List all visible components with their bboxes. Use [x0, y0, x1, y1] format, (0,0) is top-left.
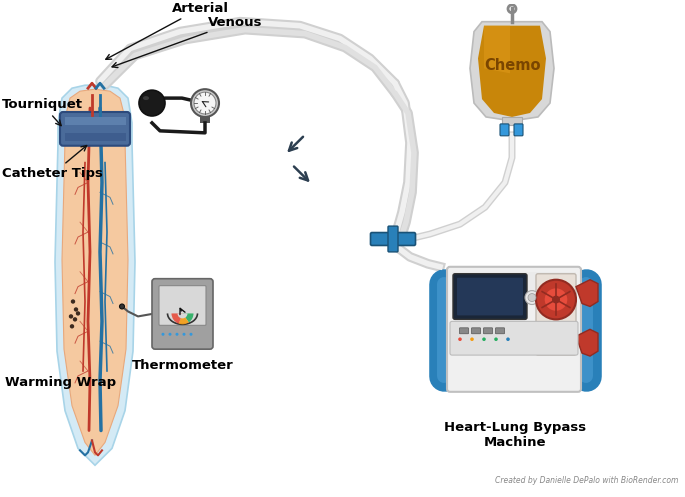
- Wedge shape: [182, 314, 193, 323]
- Wedge shape: [179, 314, 189, 325]
- Text: Warming Wrap: Warming Wrap: [5, 376, 116, 389]
- FancyBboxPatch shape: [514, 124, 523, 136]
- Circle shape: [190, 333, 192, 336]
- Circle shape: [525, 291, 539, 305]
- Text: Heart-Lung Bypass
Machine: Heart-Lung Bypass Machine: [444, 420, 586, 449]
- FancyBboxPatch shape: [388, 226, 398, 252]
- Circle shape: [194, 92, 216, 114]
- Text: Tourniquet: Tourniquet: [2, 98, 83, 126]
- Text: Created by Danielle DePalo with BioRender.com: Created by Danielle DePalo with BioRende…: [495, 476, 678, 485]
- Circle shape: [552, 296, 560, 304]
- Circle shape: [536, 280, 576, 320]
- Circle shape: [191, 89, 219, 117]
- Circle shape: [175, 333, 179, 336]
- Polygon shape: [576, 330, 598, 356]
- Circle shape: [458, 337, 462, 341]
- Polygon shape: [62, 89, 128, 455]
- Circle shape: [544, 288, 568, 312]
- FancyBboxPatch shape: [495, 328, 504, 334]
- Polygon shape: [478, 26, 546, 117]
- FancyBboxPatch shape: [450, 322, 578, 355]
- Circle shape: [162, 333, 164, 336]
- Circle shape: [494, 337, 498, 341]
- Wedge shape: [177, 314, 188, 319]
- FancyBboxPatch shape: [453, 274, 527, 320]
- Polygon shape: [576, 280, 598, 307]
- Circle shape: [528, 294, 536, 302]
- Polygon shape: [452, 272, 576, 302]
- Polygon shape: [65, 133, 126, 141]
- Circle shape: [182, 333, 186, 336]
- Circle shape: [70, 324, 74, 329]
- Ellipse shape: [143, 96, 149, 100]
- Polygon shape: [484, 26, 510, 73]
- FancyBboxPatch shape: [60, 112, 130, 146]
- Polygon shape: [55, 85, 135, 465]
- Text: Chemo: Chemo: [484, 58, 540, 73]
- Polygon shape: [470, 22, 554, 121]
- Circle shape: [506, 337, 510, 341]
- FancyBboxPatch shape: [152, 279, 213, 349]
- Circle shape: [74, 307, 78, 312]
- FancyBboxPatch shape: [159, 286, 206, 326]
- Circle shape: [68, 314, 73, 319]
- Text: Thermometer: Thermometer: [132, 359, 234, 372]
- Circle shape: [119, 304, 125, 309]
- FancyBboxPatch shape: [447, 267, 581, 392]
- Circle shape: [71, 299, 75, 304]
- Circle shape: [470, 337, 474, 341]
- FancyBboxPatch shape: [500, 124, 509, 136]
- FancyBboxPatch shape: [536, 274, 576, 355]
- FancyBboxPatch shape: [471, 328, 480, 334]
- Circle shape: [139, 90, 165, 116]
- Circle shape: [73, 317, 77, 322]
- Circle shape: [169, 333, 171, 336]
- Polygon shape: [200, 117, 210, 123]
- Polygon shape: [502, 117, 522, 125]
- FancyBboxPatch shape: [460, 328, 469, 334]
- FancyBboxPatch shape: [457, 278, 523, 316]
- FancyBboxPatch shape: [484, 328, 493, 334]
- Circle shape: [76, 311, 80, 316]
- Circle shape: [482, 337, 486, 341]
- Text: Arterial: Arterial: [105, 2, 229, 59]
- Polygon shape: [65, 117, 126, 125]
- Wedge shape: [171, 314, 182, 324]
- Text: Catheter Tips: Catheter Tips: [2, 146, 103, 180]
- Text: Venous: Venous: [112, 16, 262, 68]
- FancyBboxPatch shape: [371, 233, 416, 246]
